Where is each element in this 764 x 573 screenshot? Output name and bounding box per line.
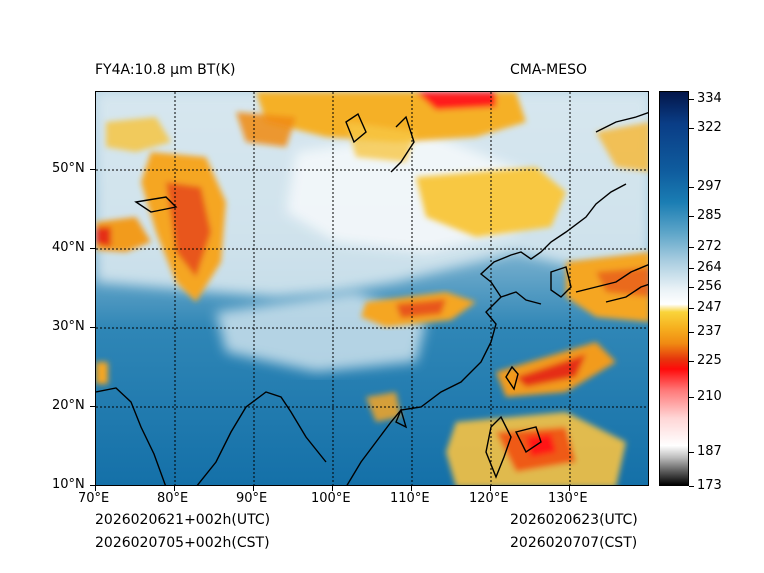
colorbar-label: 247 bbox=[697, 300, 722, 315]
lon-tick bbox=[253, 486, 254, 491]
lon-label: 110°E bbox=[390, 491, 430, 506]
cloud-small-south bbox=[96, 362, 401, 422]
cloud-mass-north bbox=[236, 92, 526, 162]
map-image bbox=[96, 92, 648, 485]
cloud-band-yangtze bbox=[361, 292, 476, 327]
lon-label: 70°E bbox=[78, 491, 110, 506]
lon-tick bbox=[332, 486, 333, 491]
colorbar-label: 285 bbox=[697, 208, 722, 223]
lat-label: 30°N bbox=[52, 319, 85, 334]
lat-tick bbox=[90, 169, 95, 170]
lat-tick bbox=[90, 248, 95, 249]
colorbar-tick bbox=[689, 486, 694, 487]
valid-time-cst: 2026020707(CST) bbox=[510, 535, 638, 551]
colorbar-label: 334 bbox=[697, 91, 722, 106]
lat-tick bbox=[90, 406, 95, 407]
colorbar-label: 187 bbox=[697, 444, 722, 459]
colorbar-label: 322 bbox=[697, 120, 722, 135]
cloud-mass-northwest bbox=[96, 117, 226, 302]
colorbar-tick bbox=[689, 128, 694, 129]
colorbar-tick bbox=[689, 216, 694, 217]
lat-label: 40°N bbox=[52, 240, 85, 255]
colorbar-tick bbox=[689, 99, 694, 100]
cloud-mass-northeast bbox=[566, 252, 648, 322]
lon-label: 130°E bbox=[548, 491, 588, 506]
coastlines bbox=[96, 111, 648, 485]
colorbar-label: 173 bbox=[697, 478, 722, 493]
colorbar-tick bbox=[689, 332, 694, 333]
satellite-map bbox=[95, 91, 649, 486]
colorbar-label: 225 bbox=[697, 353, 722, 368]
lon-tick bbox=[569, 486, 570, 491]
agency-label: CMA-MESO bbox=[510, 62, 588, 78]
lon-tick bbox=[95, 486, 96, 491]
product-title: FY4A:10.8 µm BT(K) bbox=[95, 62, 236, 78]
colorbar-tick bbox=[689, 287, 694, 288]
colorbar-label: 297 bbox=[697, 179, 722, 194]
colorbar-tick bbox=[689, 308, 694, 309]
lon-label: 120°E bbox=[469, 491, 509, 506]
colorbar bbox=[659, 91, 689, 486]
lon-tick bbox=[174, 486, 175, 491]
lat-tick bbox=[90, 485, 95, 486]
valid-time-utc: 2026020623(UTC) bbox=[510, 512, 638, 528]
colorbar-label: 264 bbox=[697, 260, 722, 275]
lat-label: 50°N bbox=[52, 161, 85, 176]
colorbar-tick bbox=[689, 397, 694, 398]
colorbar-label: 210 bbox=[697, 389, 722, 404]
lon-tick bbox=[411, 486, 412, 491]
colorbar-tick bbox=[689, 268, 694, 269]
lon-label: 100°E bbox=[311, 491, 351, 506]
colorbar-label: 272 bbox=[697, 239, 722, 254]
lon-label: 80°E bbox=[157, 491, 189, 506]
init-time-cst: 2026020705+002h(CST) bbox=[95, 535, 270, 551]
graticule bbox=[96, 92, 648, 485]
lat-label: 10°N bbox=[52, 477, 85, 492]
colorbar-tick bbox=[689, 187, 694, 188]
colorbar-tick bbox=[689, 247, 694, 248]
lat-tick bbox=[90, 327, 95, 328]
colorbar-label: 256 bbox=[697, 279, 722, 294]
init-time-utc: 2026020621+002h(UTC) bbox=[95, 512, 271, 528]
lon-tick bbox=[490, 486, 491, 491]
lon-label: 90°E bbox=[236, 491, 268, 506]
colorbar-tick bbox=[689, 452, 694, 453]
lat-label: 20°N bbox=[52, 398, 85, 413]
colorbar-label: 237 bbox=[697, 324, 722, 339]
colorbar-tick bbox=[689, 361, 694, 362]
